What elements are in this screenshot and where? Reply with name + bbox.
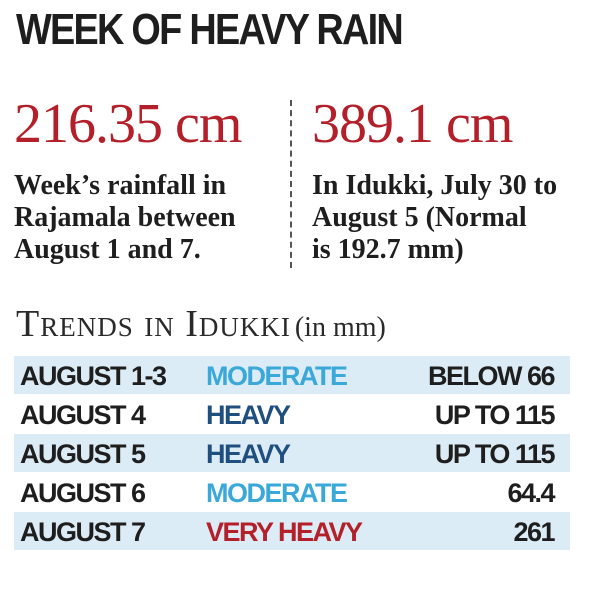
row-rainfall-amount: UP TO 115 (434, 439, 556, 469)
row-intensity: VERY HEAVY (206, 517, 363, 547)
trends-heading-unit: (in mm) (294, 312, 386, 343)
stat-description-line: August 5 (Normal (312, 202, 527, 233)
trends-heading: Trends in Idukki (in mm) (16, 302, 386, 346)
stat-value-rajamala: 216.35 cm (14, 93, 242, 155)
stat-idukki: 389.1 cm In Idukki, July 30 to August 5 … (312, 96, 582, 266)
dashed-divider (290, 100, 292, 268)
row-date: AUGUST 1-3 (20, 361, 167, 391)
stat-rajamala: 216.35 cm Week’s rainfall in Rajamala be… (14, 96, 284, 266)
trends-heading-title: Trends in Idukki (16, 303, 291, 345)
row-date: AUGUST 6 (20, 478, 146, 508)
table-row: AUGUST 5 HEAVY UP TO 115 (14, 434, 570, 472)
table-row: AUGUST 7 VERY HEAVY 261 (14, 512, 570, 550)
table-row: AUGUST 4 HEAVY UP TO 115 (14, 395, 570, 433)
stat-description-rajamala: Week’s rainfall in Rajamala between Augu… (14, 170, 284, 266)
row-rainfall-amount: UP TO 115 (434, 400, 556, 430)
row-rainfall-amount: 261 (513, 517, 555, 547)
stat-description-line: August 1 and 7. (14, 234, 201, 265)
table-row: AUGUST 6 MODERATE 64.4 (14, 473, 570, 511)
row-date: AUGUST 4 (20, 400, 146, 430)
row-date: AUGUST 7 (20, 517, 146, 547)
row-intensity: HEAVY (206, 439, 291, 469)
stat-description-line: is 192.7 mm) (312, 234, 464, 265)
row-rainfall-amount: 64.4 (507, 478, 555, 508)
stat-description-line: Week’s rainfall in (14, 170, 227, 201)
row-date: AUGUST 5 (20, 439, 146, 469)
stat-value-idukki: 389.1 cm (312, 93, 513, 155)
stat-description-line: Rajamala between (14, 202, 236, 233)
stat-description-idukki: In Idukki, July 30 to August 5 (Normal i… (312, 170, 582, 266)
row-intensity: HEAVY (206, 400, 291, 430)
row-rainfall-amount: BELOW 66 (427, 361, 556, 391)
trends-table: AUGUST 1-3 MODERATE BELOW 66 AUGUST 4 HE… (14, 356, 570, 551)
stat-description-line: In Idukki, July 30 to (312, 170, 558, 201)
row-intensity: MODERATE (206, 361, 348, 391)
table-row: AUGUST 1-3 MODERATE BELOW 66 (14, 356, 570, 394)
page-title: WEEK OF HEAVY RAIN (16, 5, 404, 54)
row-intensity: MODERATE (206, 478, 348, 508)
